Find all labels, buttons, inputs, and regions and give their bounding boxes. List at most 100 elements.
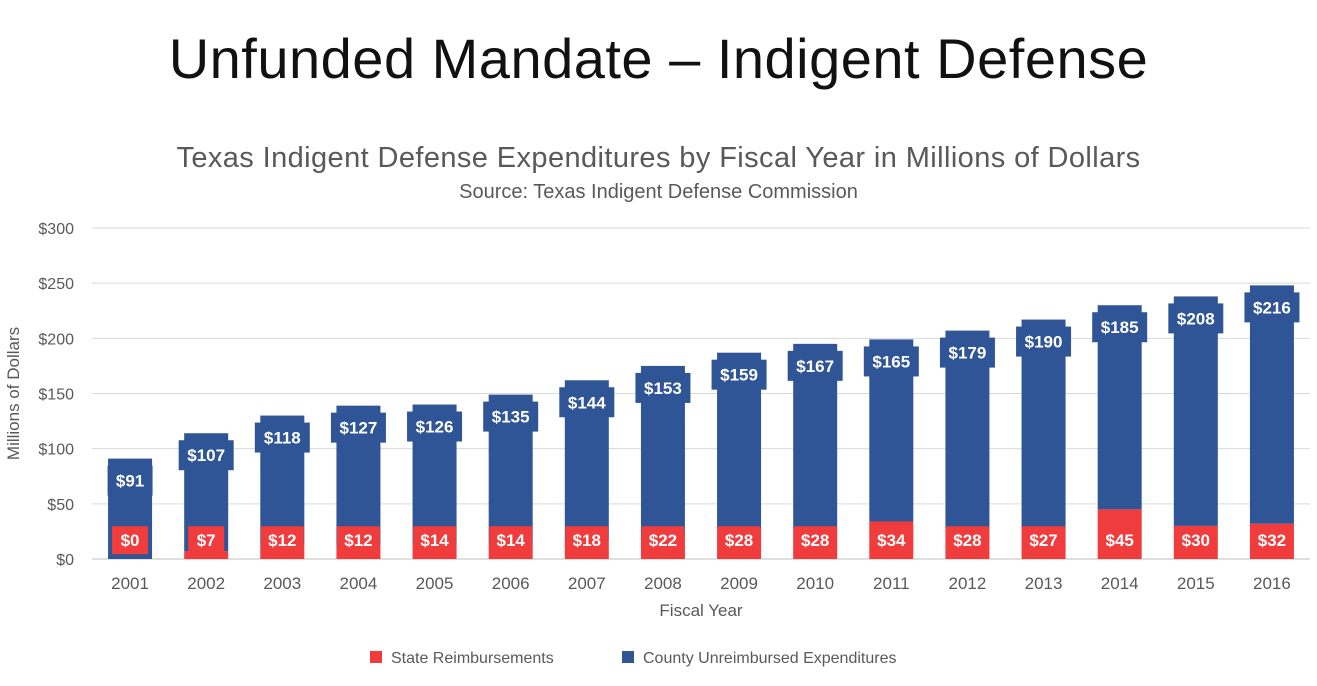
data-label-state: $12	[344, 531, 372, 550]
data-label-box-state	[1098, 526, 1142, 555]
legend-state-reimbursements-label: State Reimbursements	[391, 650, 554, 667]
data-label-state: $0	[121, 531, 140, 550]
data-label-county: $91	[116, 472, 144, 491]
data-label-county: $216	[1253, 298, 1291, 317]
chart-subtitle: Source: Texas Indigent Defense Commissio…	[459, 181, 858, 203]
x-tick-label: 2005	[416, 574, 454, 593]
x-tick-label: 2008	[644, 574, 682, 593]
data-label-box-county	[178, 440, 234, 471]
data-label-box-county	[483, 401, 539, 432]
x-tick-label: 2004	[340, 574, 378, 593]
y-tick-label: $300	[38, 221, 74, 238]
data-label-state: $28	[953, 531, 981, 550]
data-label-box-county	[1016, 326, 1072, 357]
x-tick-label: 2010	[796, 574, 834, 593]
data-label-box-county	[1244, 292, 1300, 323]
y-tick-label: $50	[47, 497, 74, 514]
x-tick-label: 2003	[263, 574, 301, 593]
data-label-box-county	[330, 412, 386, 443]
x-tick-label: 2014	[1101, 574, 1139, 593]
legend-state-reimbursements-swatch	[370, 651, 382, 663]
data-label-state: $27	[1029, 531, 1057, 550]
x-tick-label: 2015	[1177, 574, 1215, 593]
data-label-box-county	[107, 465, 153, 496]
x-tick-label: 2007	[568, 574, 606, 593]
data-label-box-county	[254, 422, 310, 453]
x-tick-label: 2006	[492, 574, 530, 593]
data-label-county: $159	[720, 366, 758, 385]
data-label-state: $14	[497, 531, 526, 550]
data-label-state: $32	[1258, 531, 1286, 550]
bar-county-unreimbursed	[1173, 296, 1218, 526]
data-label-box-state	[1250, 526, 1294, 555]
x-tick-label: 2013	[1025, 574, 1063, 593]
data-label-county: $208	[1177, 309, 1215, 328]
data-label-box-county	[407, 411, 463, 442]
data-label-state: $30	[1182, 531, 1210, 550]
data-label-state: $28	[725, 531, 753, 550]
x-tick-label: 2002	[187, 574, 225, 593]
data-label-box-state	[413, 526, 457, 555]
x-axis-title: Fiscal Year	[659, 601, 742, 620]
x-tick-label: 2009	[720, 574, 758, 593]
y-tick-label: $200	[38, 331, 74, 348]
data-label-box-state	[1174, 526, 1218, 555]
data-label-box-county	[711, 359, 767, 390]
data-label-state: $22	[649, 531, 677, 550]
data-label-box-state	[945, 526, 989, 555]
y-tick-label: $0	[56, 552, 74, 569]
data-label-county: $190	[1025, 333, 1063, 352]
data-label-state: $12	[268, 531, 296, 550]
data-label-state: $14	[420, 531, 449, 550]
bar-state-reimbursement	[184, 551, 229, 559]
x-tick-label: 2016	[1253, 574, 1291, 593]
x-tick-label: 2012	[949, 574, 987, 593]
data-label-county: $144	[568, 393, 606, 412]
data-label-box-county	[559, 387, 615, 418]
data-label-box-state	[188, 526, 225, 555]
data-label-state: $28	[801, 531, 829, 550]
data-label-box-county	[939, 337, 995, 368]
data-label-box-state	[793, 526, 837, 555]
data-label-state: $18	[573, 531, 601, 550]
data-label-county: $107	[187, 446, 225, 465]
data-label-box-state	[260, 526, 304, 555]
y-tick-label: $250	[38, 276, 74, 293]
data-label-box-county	[1168, 303, 1224, 334]
data-label-county: $126	[416, 418, 454, 437]
data-label-box-county	[863, 346, 919, 377]
y-tick-label: $100	[38, 442, 74, 459]
data-label-box-state	[1022, 526, 1066, 555]
data-label-state: $7	[197, 531, 216, 550]
data-label-box-state	[717, 526, 761, 555]
legend-county-unreimbursed-label: County Unreimbursed Expenditures	[643, 650, 896, 667]
data-label-box-state	[336, 526, 380, 555]
data-label-box-state	[489, 526, 533, 555]
data-label-county: $118	[264, 429, 301, 448]
data-label-county: $135	[492, 408, 530, 427]
y-axis-title: Millions of Dollars	[4, 327, 23, 460]
data-label-county: $165	[872, 352, 910, 371]
bar-county-unreimbursed	[1249, 285, 1294, 524]
data-label-county: $179	[949, 344, 987, 363]
data-label-box-state	[112, 526, 149, 555]
data-label-county: $127	[340, 419, 378, 438]
data-label-state: $34	[877, 531, 906, 550]
x-tick-label: 2001	[111, 574, 149, 593]
data-label-county: $153	[644, 379, 682, 398]
data-label-box-county	[787, 350, 843, 381]
data-label-county: $185	[1101, 318, 1139, 337]
data-label-box-state	[565, 526, 609, 555]
legend-county-unreimbursed-swatch	[622, 651, 634, 663]
y-tick-label: $150	[38, 387, 74, 404]
data-label-box-state	[869, 526, 913, 555]
data-label-box-county	[635, 372, 691, 403]
data-label-county: $167	[796, 357, 834, 376]
chart-title: Texas Indigent Defense Expenditures by F…	[176, 142, 1141, 174]
slide-title: Unfunded Mandate – Indigent Defense	[168, 27, 1149, 90]
data-label-box-county	[1092, 312, 1148, 343]
x-tick-label: 2011	[873, 574, 910, 593]
data-label-box-state	[641, 526, 685, 555]
data-label-state: $45	[1106, 531, 1134, 550]
